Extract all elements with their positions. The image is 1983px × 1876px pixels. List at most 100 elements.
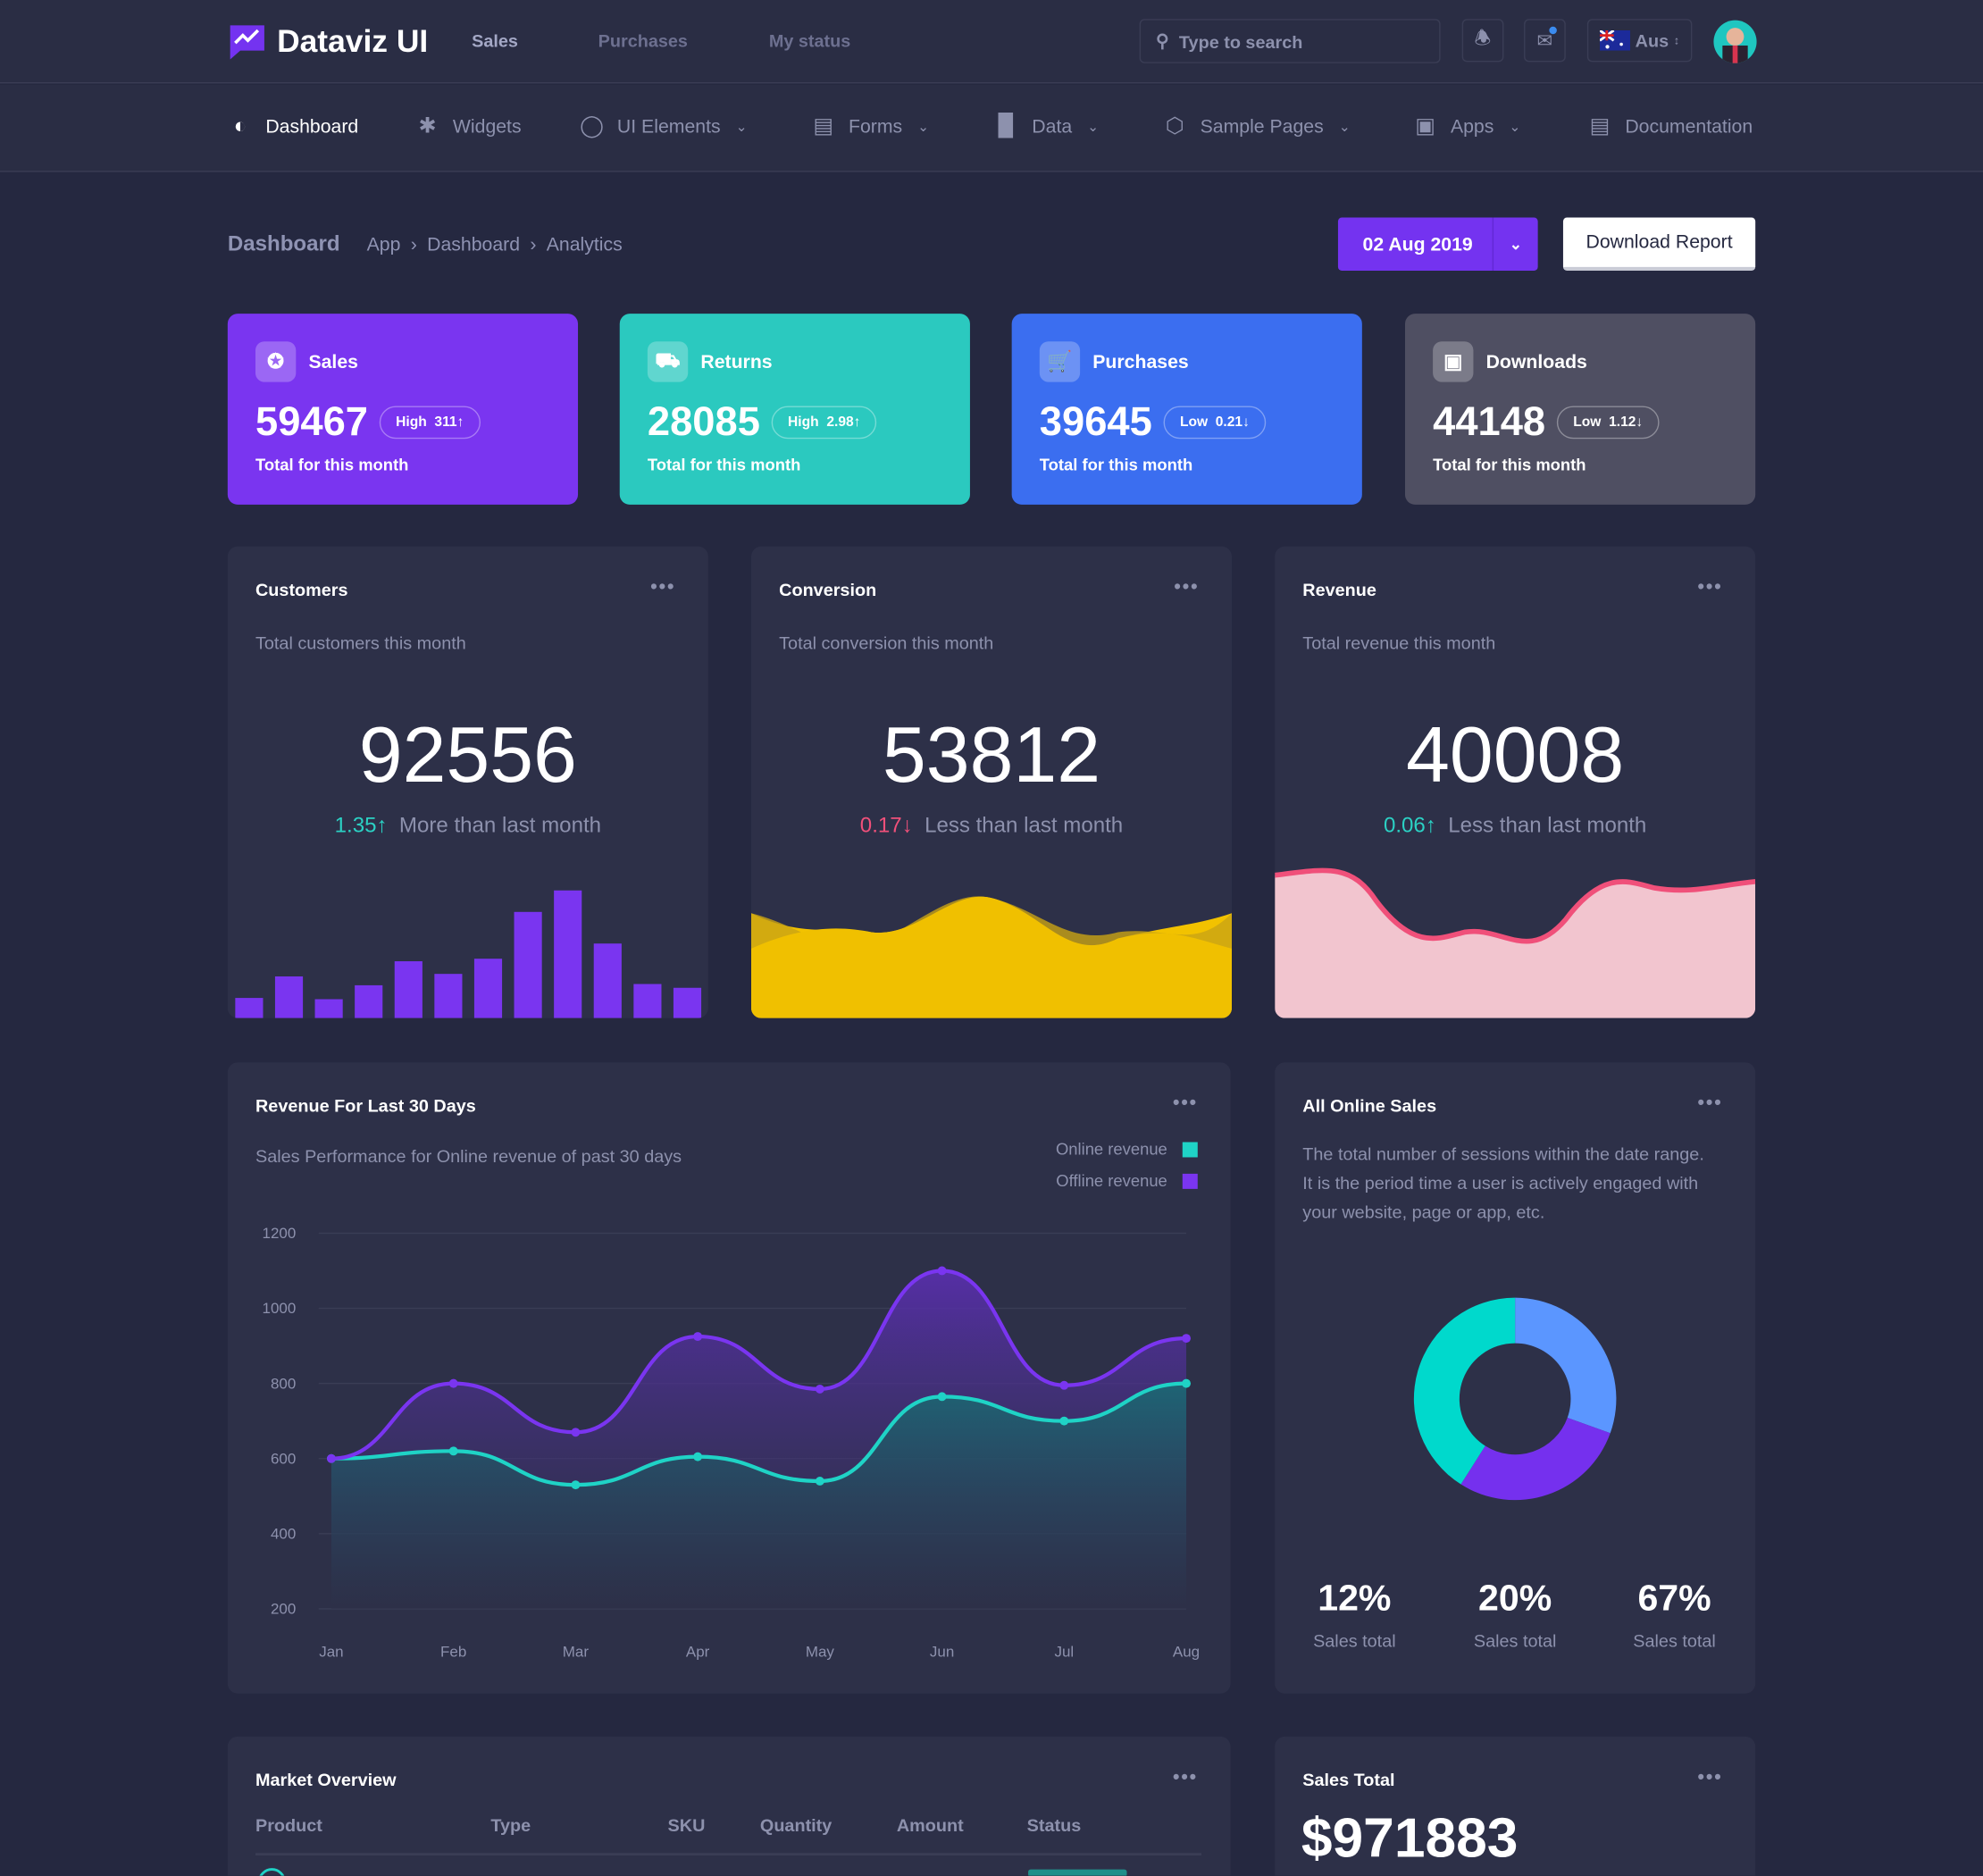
- stat-value: 44148: [1433, 398, 1546, 444]
- avatar[interactable]: [1713, 20, 1757, 63]
- unread-dot: [1549, 26, 1557, 35]
- notifications-button[interactable]: 🕭: [1461, 19, 1504, 63]
- donut-slice[interactable]: [1413, 1297, 1516, 1485]
- point-offline-revenue[interactable]: [937, 1266, 947, 1276]
- metric-card-customers: Customers ••• Total customers this month…: [227, 546, 708, 1018]
- customers-bar: [355, 984, 383, 1018]
- card-title: Conversion: [779, 579, 877, 600]
- more-options-icon[interactable]: •••: [649, 576, 676, 599]
- revenue-line-chart: 1200 1000 800 600 400 200 Jan Feb Mar Apr May Jun Ju…: [263, 1225, 1201, 1661]
- toplink-sales[interactable]: Sales: [472, 29, 518, 51]
- breadcrumb-app[interactable]: App: [366, 233, 401, 255]
- point-online-revenue[interactable]: [1182, 1378, 1191, 1388]
- card-title: Revenue For Last 30 Days: [255, 1095, 476, 1116]
- trend-change: 1.12: [1609, 414, 1636, 430]
- y-tick-label: 1200: [263, 1225, 297, 1242]
- stat-card-sales[interactable]: ✪ Sales 59467 High 311↑ Total for this mo…: [227, 314, 579, 505]
- customers-bar: [434, 974, 463, 1018]
- nav-item-documentation[interactable]: ▤ Documentation: [1587, 113, 1753, 138]
- nav-item-apps[interactable]: ▣ Apps ⌄: [1412, 113, 1520, 138]
- donut-slice[interactable]: [1515, 1297, 1617, 1434]
- point-offline-revenue[interactable]: [326, 1453, 336, 1463]
- trend-arrow-icon: ↓: [1243, 414, 1250, 430]
- stat-card-purchases[interactable]: 🛒 Purchases 39645 Low 0.21↓ Total for thi…: [1011, 314, 1362, 505]
- line-offline-revenue: [330, 1269, 1187, 1461]
- puzzle-icon: ✱: [418, 113, 437, 138]
- point-online-revenue[interactable]: [815, 1476, 824, 1486]
- nav-item-data[interactable]: ▉ Data ⌄: [994, 113, 1099, 138]
- column-sku[interactable]: SKU: [667, 1814, 706, 1836]
- more-options-icon[interactable]: •••: [1174, 576, 1200, 599]
- metric-delta: 0.06↑ Less than last month: [1275, 813, 1755, 838]
- region-select[interactable]: Aus ↕: [1586, 19, 1693, 63]
- nav-item-ui-elements[interactable]: ◯ UI Elements ⌄: [579, 113, 748, 138]
- toplink-my-status[interactable]: My status: [768, 29, 851, 51]
- customers-bar: [394, 961, 423, 1018]
- point-online-revenue[interactable]: [937, 1392, 947, 1402]
- point-offline-revenue[interactable]: [1182, 1334, 1191, 1344]
- more-options-icon[interactable]: •••: [1697, 1766, 1723, 1788]
- column-product[interactable]: Product: [255, 1814, 322, 1836]
- chevron-down-icon[interactable]: ⌄: [1492, 217, 1538, 271]
- star-icon: ✪: [255, 341, 297, 382]
- stat-card-downloads[interactable]: ▣ Downloads 44148 Low 1.12↓ Total for thi…: [1404, 314, 1756, 505]
- stat-subtitle: Total for this month: [1433, 455, 1586, 474]
- point-offline-revenue[interactable]: [571, 1428, 581, 1437]
- messages-button[interactable]: ✉: [1524, 19, 1566, 63]
- more-options-icon[interactable]: •••: [1172, 1766, 1198, 1788]
- logo[interactable]: Dataviz UI: [228, 22, 428, 60]
- search-input[interactable]: ⚲ Type to search: [1139, 19, 1441, 63]
- chevron-down-icon: ⌄: [735, 119, 748, 135]
- point-online-revenue[interactable]: [693, 1452, 703, 1461]
- table-divider: [255, 1853, 1202, 1856]
- point-offline-revenue[interactable]: [693, 1332, 703, 1342]
- card-description: Total customers this month: [255, 632, 466, 653]
- card-description: Sales Performance for Online revenue of …: [255, 1145, 682, 1167]
- point-offline-revenue[interactable]: [815, 1384, 824, 1394]
- download-report-button[interactable]: Download Report: [1562, 217, 1756, 271]
- point-offline-revenue[interactable]: [448, 1378, 458, 1388]
- point-online-revenue[interactable]: [448, 1446, 458, 1456]
- stat-label: Sales total: [1473, 1629, 1557, 1651]
- nav-item-widgets[interactable]: ✱ Widgets: [414, 113, 521, 138]
- column-status[interactable]: Status: [1026, 1814, 1082, 1836]
- trend-badge: Low 1.12↓: [1556, 405, 1660, 439]
- column-amount[interactable]: Amount: [896, 1814, 964, 1836]
- more-options-icon[interactable]: •••: [1172, 1093, 1198, 1115]
- column-quantity[interactable]: Quantity: [759, 1814, 833, 1836]
- breadcrumb-dashboard[interactable]: Dashboard: [427, 233, 521, 255]
- legend-online-swatch: [1182, 1141, 1198, 1157]
- nav-item-dashboard[interactable]: ◐ Dashboard: [228, 113, 359, 138]
- nav-item-forms[interactable]: ▤ Forms ⌄: [811, 113, 929, 138]
- trend-change: 2.98: [826, 414, 854, 430]
- date-picker-button[interactable]: 02 Aug 2019 ⌄: [1337, 217, 1538, 271]
- trend-level: Low: [1179, 414, 1209, 430]
- nav-label: Apps: [1450, 115, 1494, 138]
- point-online-revenue[interactable]: [1059, 1416, 1069, 1426]
- donut-slice[interactable]: [1460, 1417, 1611, 1501]
- metric-value: 53812: [882, 712, 1101, 800]
- metric-card-conversion: Conversion ••• Total conversion this mon…: [750, 546, 1233, 1018]
- delta-note: Less than last month: [925, 813, 1124, 838]
- stat-card-returns[interactable]: ⛟ Returns 28085 High 2.98↑ Total for this…: [619, 314, 970, 505]
- chevron-down-icon: ⌄: [1087, 119, 1100, 135]
- nav-item-sample-pages[interactable]: ⬡ Sample Pages ⌄: [1162, 113, 1351, 138]
- column-type[interactable]: Type: [490, 1814, 531, 1836]
- bar-chart-icon: ▉: [998, 113, 1016, 138]
- point-offline-revenue[interactable]: [1059, 1380, 1069, 1390]
- card-title: Market Overview: [255, 1769, 397, 1790]
- toplink-purchases[interactable]: Purchases: [598, 29, 688, 51]
- stat-label: Purchases: [1092, 350, 1189, 373]
- card-title: Customers: [255, 579, 348, 600]
- customers-bar: [593, 943, 622, 1018]
- point-online-revenue[interactable]: [571, 1480, 581, 1490]
- more-options-icon[interactable]: •••: [1697, 576, 1723, 599]
- truck-icon: ⛟: [647, 341, 689, 382]
- metric-delta: 1.35↑ More than last month: [228, 813, 708, 838]
- trend-badge: High 311↑: [379, 405, 481, 439]
- stat-label: Sales total: [1633, 1629, 1716, 1651]
- nav-label: Sample Pages: [1200, 115, 1324, 138]
- more-options-icon[interactable]: •••: [1697, 1093, 1723, 1115]
- x-tick-label: Aug: [1173, 1644, 1200, 1661]
- download-box-icon: ▣: [1433, 341, 1474, 382]
